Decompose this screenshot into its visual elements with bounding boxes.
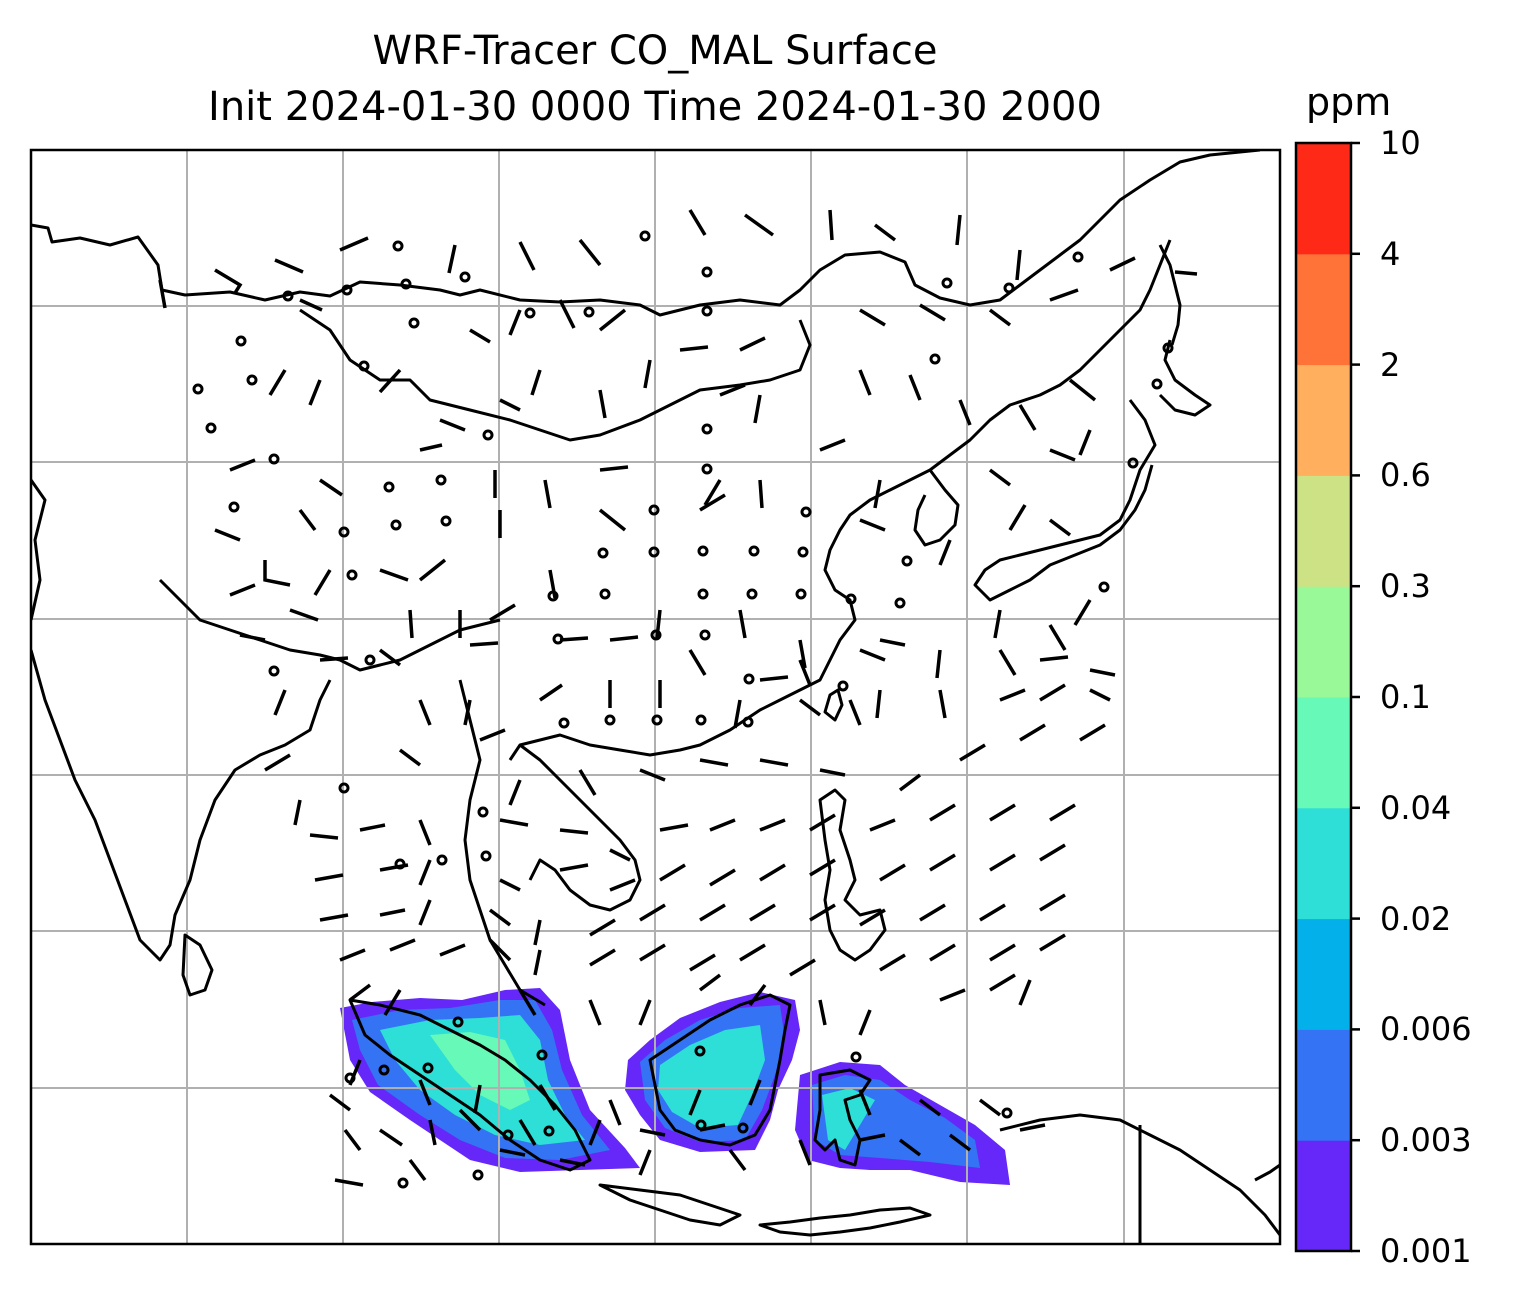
calm-wind-markers [192,230,1174,1189]
wind-barbs [158,209,1198,1187]
plume-borneo-high [658,1025,765,1128]
colorbar-bin [1296,475,1351,587]
colorbar-tick-label: 2 [1380,345,1401,384]
colorbar-tick-label: 0.04 [1380,788,1452,827]
colorbar-bin [1296,697,1351,809]
colorbar-tick-label: 0.1 [1380,678,1431,716]
colorbar-tick-label: 4 [1380,234,1401,273]
map-coastlines [31,150,1280,1244]
colorbar-tick-label: 0.3 [1380,567,1431,606]
colorbar-tick-label: 0.003 [1380,1121,1472,1160]
colorbar-bin [1296,364,1351,476]
map-frame [29,148,1282,1246]
colorbar-bin [1296,143,1351,255]
colorbar-bin [1296,807,1351,920]
map-title-line1: WRF-Tracer CO_MAL Surface [372,28,938,74]
map-title-line2: Init 2024-01-30 0000 Time 2024-01-30 200… [208,84,1102,130]
plume-sumatra-peak [430,1032,530,1110]
colorbar-tick-label: 0.001 [1380,1232,1472,1270]
colorbar-tick-label: 0.006 [1380,1010,1472,1049]
colorbar-tick-label: 0.6 [1380,456,1431,495]
colorbar-bin [1296,586,1351,698]
colorbar-tick-label: 0.02 [1380,899,1452,938]
colorbar-bin [1296,253,1351,366]
colorbar-bin [1296,1140,1351,1252]
tracer-concentration-field [340,988,1010,1185]
colorbar-unit-label: ppm [1306,80,1392,124]
colorbar-tick-label: 10 [1380,124,1421,162]
colorbar-bin [1296,1029,1351,1141]
colorbar-bin [1296,918,1351,1030]
colorbar [1294,141,1360,1253]
